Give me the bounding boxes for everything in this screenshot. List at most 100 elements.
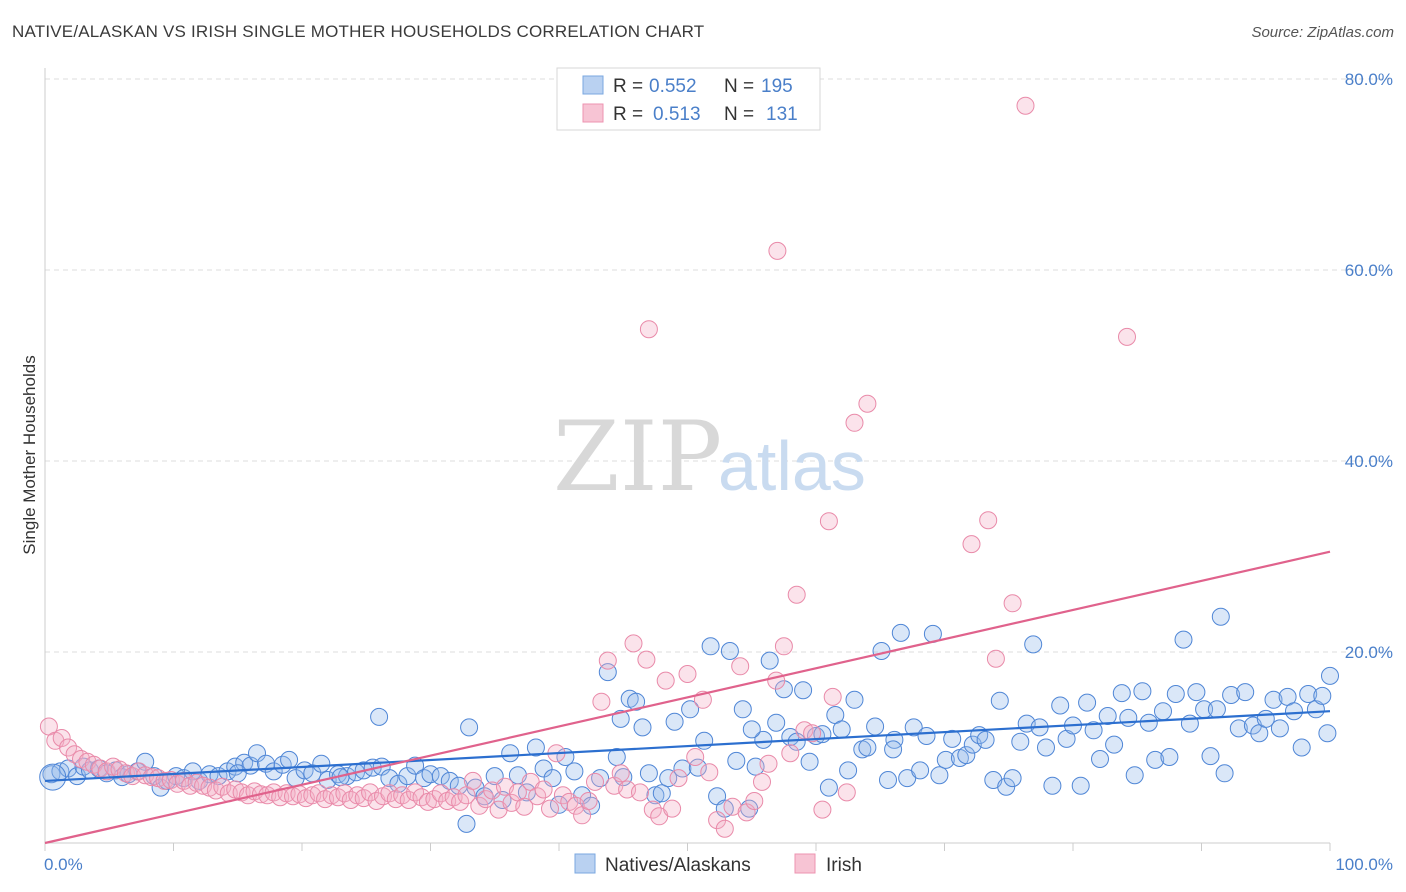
point-irish: [979, 511, 998, 530]
point-native: [1215, 764, 1234, 783]
point-native: [767, 713, 786, 732]
point-irish: [731, 657, 750, 676]
point-irish: [787, 585, 806, 604]
point-irish: [700, 763, 719, 782]
point-native: [701, 637, 720, 656]
point-native: [794, 681, 813, 700]
watermark-zip: ZIP: [553, 401, 722, 513]
point-native: [526, 738, 545, 757]
legend-r-value-2: 0.513: [653, 104, 701, 125]
series-legend-irish: Irish: [826, 855, 862, 876]
point-native: [943, 729, 962, 748]
gridlines: [45, 78, 1390, 653]
point-native: [858, 738, 877, 757]
point-native: [879, 771, 897, 789]
chart-title: NATIVE/ALASKAN VS IRISH SINGLE MOTHER HO…: [12, 22, 705, 41]
stats-legend: R = 0.552 N = 195 R = 0.513 N = 131: [556, 67, 821, 131]
point-native: [39, 763, 67, 791]
point-irish: [678, 665, 697, 683]
y-tick-label: 40.0%: [1345, 452, 1393, 471]
point-native: [1084, 721, 1103, 740]
point-native: [1112, 684, 1131, 703]
series-legend: Natives/Alaskans Irish: [574, 853, 862, 876]
point-irish: [1016, 96, 1035, 115]
point-native: [891, 623, 910, 642]
point-irish: [586, 772, 604, 791]
point-irish: [858, 394, 877, 413]
point-irish: [470, 796, 489, 815]
point-native: [1207, 700, 1226, 719]
point-native: [695, 731, 714, 750]
point-irish: [768, 241, 787, 260]
point-irish: [781, 744, 800, 763]
point-irish: [592, 692, 611, 711]
point-native: [389, 774, 408, 793]
y-tick-label: 80.0%: [1345, 70, 1393, 89]
point-irish: [663, 799, 682, 818]
point-native: [904, 718, 923, 737]
point-native: [845, 690, 864, 709]
point-native: [839, 761, 858, 780]
point-irish: [745, 792, 764, 810]
point-native: [1024, 635, 1043, 654]
series-legend-natives: Natives/Alaskans: [605, 855, 751, 876]
point-native: [457, 814, 476, 833]
point-native: [652, 784, 671, 803]
point-irish: [611, 764, 630, 783]
point-native: [582, 796, 601, 815]
axes: [44, 68, 1331, 851]
point-irish: [1118, 327, 1136, 346]
point-native: [1119, 708, 1138, 727]
point-native: [688, 758, 707, 777]
legend-n-value-2: 131: [766, 104, 798, 125]
point-native: [1229, 719, 1248, 738]
point-native: [976, 730, 995, 749]
point-native: [1098, 707, 1117, 725]
point-native: [1160, 748, 1179, 766]
point-native: [832, 720, 851, 739]
point-native: [957, 746, 976, 765]
y-axis-title: Single Mother Households: [20, 355, 39, 554]
point-irish: [406, 783, 425, 802]
point-native: [1051, 696, 1070, 715]
x-tick-labels: 0.0% 100.0%: [44, 855, 1393, 874]
legend-r-label-2: R =: [613, 104, 643, 125]
point-irish: [753, 772, 771, 791]
point-native: [917, 727, 936, 745]
point-native: [673, 759, 692, 778]
point-native: [800, 752, 819, 771]
point-native: [534, 759, 553, 778]
point-native: [280, 750, 299, 769]
point-native: [1236, 683, 1255, 702]
point-native: [681, 700, 700, 719]
point-native: [760, 651, 779, 670]
point-native: [312, 754, 331, 773]
point-irish: [986, 649, 1005, 668]
series-legend-swatch-irish: [794, 853, 816, 874]
point-native: [136, 752, 155, 771]
point-native: [1139, 713, 1158, 732]
point-irish: [643, 800, 662, 819]
point-native: [1105, 735, 1124, 754]
x-tick-label: 100.0%: [1335, 855, 1393, 874]
legend-r-label-1: R =: [613, 76, 643, 97]
point-native: [1125, 766, 1144, 785]
point-irish: [59, 738, 78, 757]
point-irish: [631, 783, 649, 802]
point-native: [1154, 702, 1172, 721]
point-native: [1187, 683, 1206, 702]
point-native: [1091, 750, 1109, 768]
point-native: [754, 730, 773, 749]
point-irish: [598, 651, 617, 670]
point-native: [936, 750, 955, 769]
point-irish: [669, 769, 688, 788]
point-irish: [656, 671, 675, 690]
point-native: [228, 764, 247, 783]
source-label: Source: ZipAtlas.com: [1251, 24, 1394, 41]
point-native: [1043, 776, 1062, 795]
point-native: [727, 751, 746, 770]
point-native: [639, 764, 658, 783]
legend-swatch-natives: [582, 75, 604, 95]
point-native: [1037, 738, 1055, 757]
